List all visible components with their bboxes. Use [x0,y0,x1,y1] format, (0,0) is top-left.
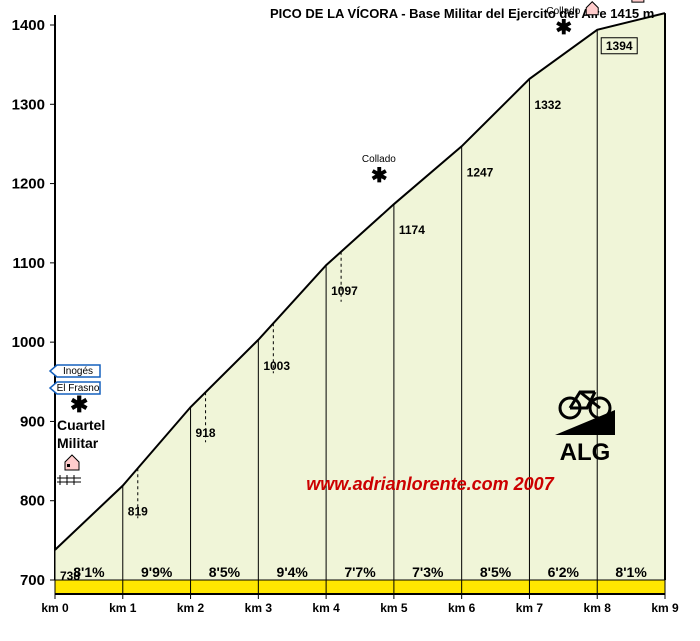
x-tick-label: km 5 [380,601,408,615]
elevation-label: 819 [128,505,148,519]
elevation-label: 1174 [399,223,425,237]
y-tick-label: 1400 [12,17,45,34]
y-tick-label: 1300 [12,96,45,113]
y-tick-label: 700 [20,572,45,589]
gradient-label: 9'9% [141,564,173,580]
gradient-label: 9'4% [277,564,309,580]
x-tick-label: km 4 [312,601,340,615]
x-tick-label: km 6 [448,601,476,615]
y-tick-label: 800 [20,493,45,510]
start-label: Militar [57,435,99,451]
y-tick-label: 1200 [12,176,45,193]
elevation-label: 918 [196,426,216,440]
start-label: Cuartel [57,417,105,433]
x-tick-label: km 2 [177,601,205,615]
gradient-label: 6'2% [548,564,580,580]
x-tick-label: km 8 [584,601,612,615]
viewpoint-icon: ✱ [70,392,88,417]
y-tick-label: 900 [20,413,45,430]
viewpoint-icon: ✱ [371,165,388,187]
direction-sign: Inogés [63,366,93,377]
gradient-label: 8'5% [209,564,241,580]
elevation-label: 1003 [263,359,290,373]
y-tick-label: 1100 [12,255,45,272]
x-tick-label: km 9 [651,601,679,615]
elevation-chart: 7008009001000110012001300140073881991810… [0,0,700,641]
gradient-label: 7'7% [344,564,376,580]
elevation-label: 1247 [467,165,494,179]
viewpoint-icon: ✱ [555,17,572,39]
x-tick-label: km 3 [245,601,273,615]
watermark: www.adrianlorente.com 2007 [306,474,554,494]
collado-label: Collado [362,154,396,165]
summit-elevation-box: 1394 [606,39,633,53]
y-tick-label: 1000 [12,334,45,351]
gradient-label: 7'3% [412,564,444,580]
elevation-label: 1332 [534,98,561,112]
elevation-label: 1097 [331,284,358,298]
gradient-label: 8'5% [480,564,512,580]
x-tick-label: km 7 [516,601,544,615]
x-tick-label: km 1 [109,601,137,615]
collado-label: Collado [546,6,580,17]
gradient-label: 8'1% [615,564,647,580]
x-tick-label: km 0 [41,601,69,615]
alg-logo-text: ALG [560,439,611,466]
gradient-label: 8'1% [73,564,105,580]
